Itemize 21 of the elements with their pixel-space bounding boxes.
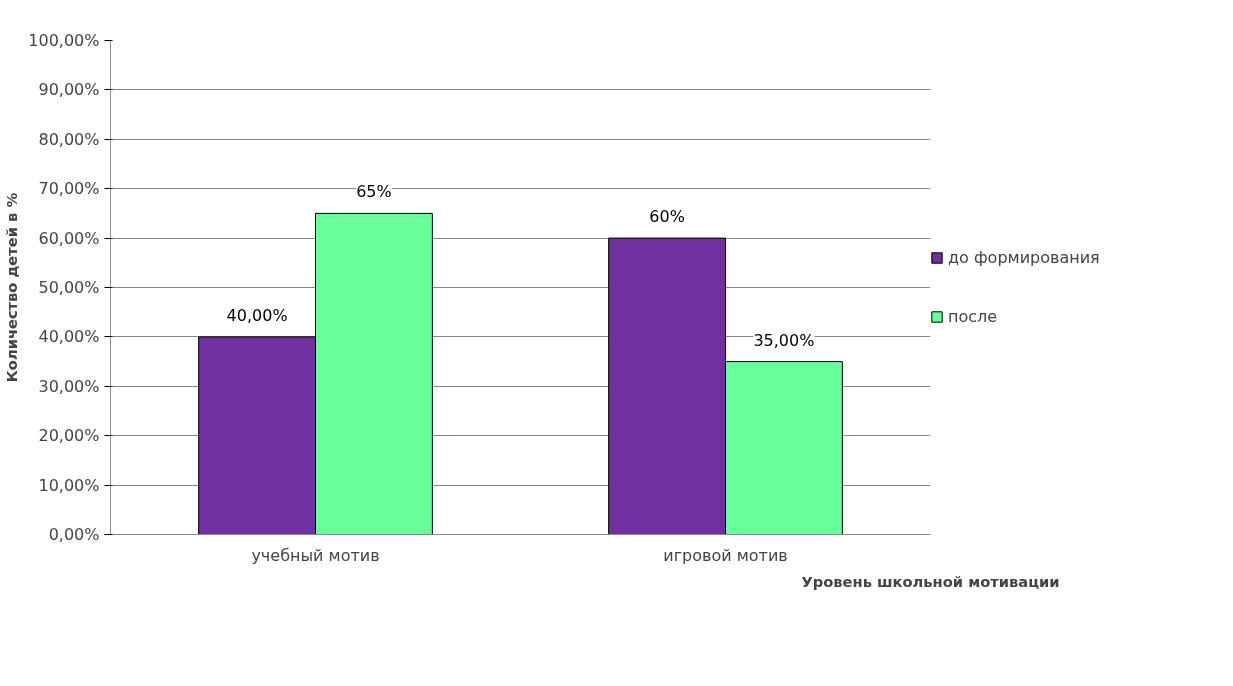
y-tick-label: 10,00% — [38, 475, 100, 495]
y-tick-label: 0,00% — [48, 525, 100, 544]
x-axis-title: Уровень школьной мотивации — [801, 572, 1060, 590]
legend-label: после — [948, 307, 998, 326]
y-tick-label: 100,00% — [28, 31, 100, 50]
y-tick-label: 70,00% — [38, 179, 100, 199]
y-tick-label: 90,00% — [38, 80, 100, 100]
y-tick-label: 60,00% — [38, 228, 100, 248]
legend-label: до формирования — [948, 248, 1100, 267]
x-tick-label: игровой мотив — [663, 545, 788, 565]
y-tick-label: 50,00% — [38, 278, 100, 297]
data-label: 60% — [649, 207, 685, 227]
y-tick-label: 30,00% — [38, 376, 100, 396]
y-axis-title: Количество детей в % — [3, 192, 21, 383]
y-tick-label: 80,00% — [38, 129, 100, 149]
data-label: 65% — [356, 182, 392, 202]
data-label: 40,00% — [226, 305, 288, 325]
y-tick-label: 20,00% — [38, 426, 100, 446]
x-tick-label: учебный мотив — [251, 545, 380, 565]
data-label: 35,00% — [753, 330, 815, 350]
y-tick-label: 40,00% — [38, 327, 100, 347]
